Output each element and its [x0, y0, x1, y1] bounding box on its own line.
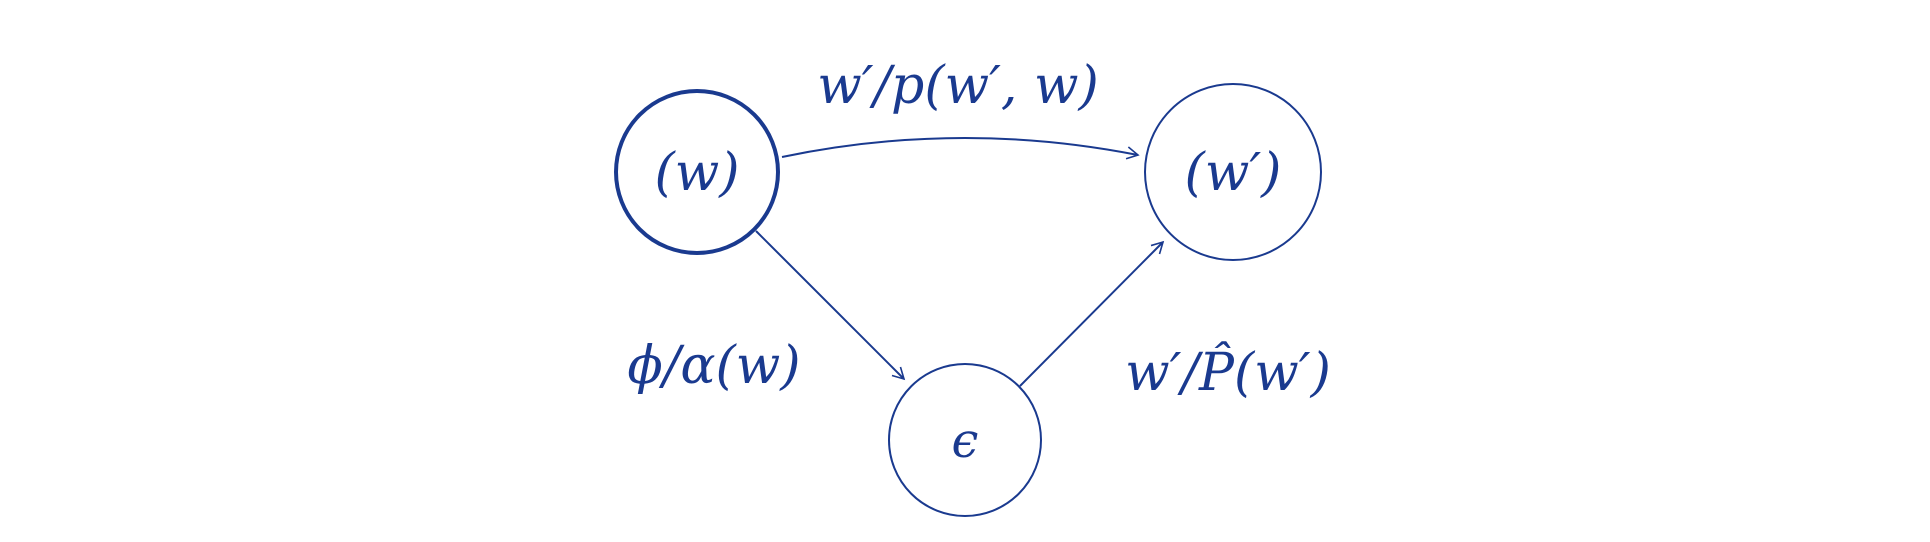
edge-epsilon-to-w-prime — [1019, 240, 1165, 387]
edge-w-to-epsilon-label: ϕ/α(w) — [627, 336, 800, 396]
node-w-label: (w) — [654, 143, 739, 203]
node-w-prime-circle — [1144, 83, 1322, 261]
node-epsilon-label: ϵ — [952, 413, 979, 469]
edge-epsilon-to-w-prime-label: w′/P̂(w′) — [1125, 342, 1331, 403]
node-w-circle — [614, 89, 780, 255]
edge-w-to-w-prime-label: w′/p(w′, w) — [817, 56, 1099, 116]
edge-w-to-w-prime — [781, 136, 1140, 160]
edge-w-to-epsilon — [755, 230, 906, 381]
node-w-prime-label: (w′) — [1185, 143, 1282, 203]
node-epsilon-circle — [888, 363, 1042, 517]
